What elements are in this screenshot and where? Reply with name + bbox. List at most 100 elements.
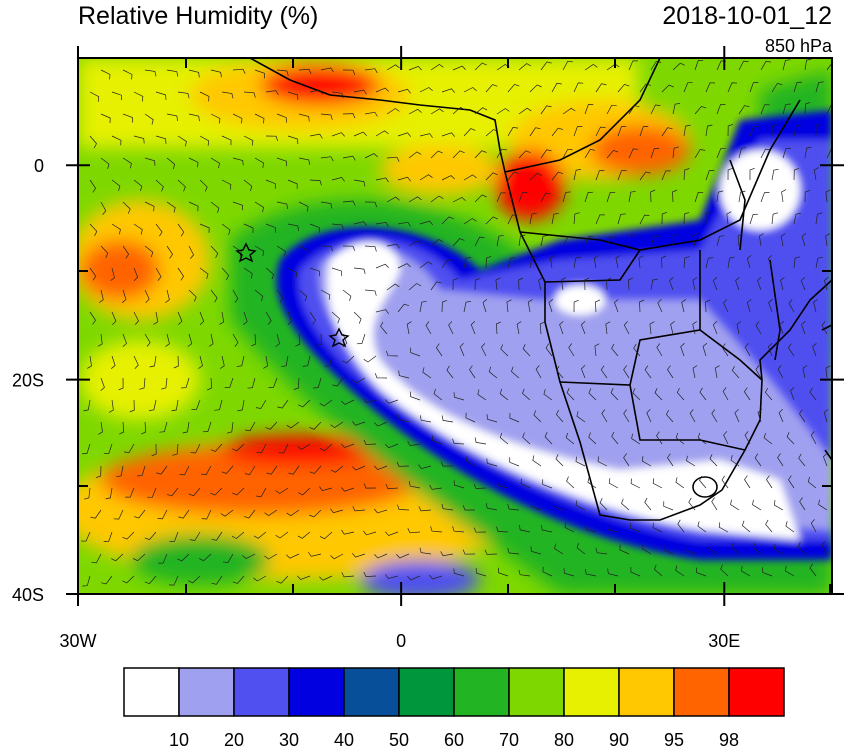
wind-barb <box>595 547 608 555</box>
wind-barb <box>380 321 388 335</box>
wind-barb <box>519 524 531 533</box>
wind-barb <box>243 179 253 192</box>
wind-barb <box>716 235 725 247</box>
wind-barb <box>641 456 652 467</box>
wind-barb <box>542 479 553 489</box>
colorbar-box <box>343 667 400 717</box>
wind-barb <box>614 299 619 313</box>
wind-barb <box>727 167 733 181</box>
wind-barb <box>760 60 771 71</box>
wind-barb <box>779 321 785 335</box>
wind-barb <box>752 542 762 555</box>
wind-barb <box>781 189 787 203</box>
wind-barb <box>595 83 607 93</box>
wind-barb <box>538 277 543 291</box>
wind-barb <box>738 147 747 159</box>
wind-barb <box>100 201 107 215</box>
wind-barb <box>122 69 133 80</box>
wind-barb <box>408 196 422 203</box>
wind-barb <box>683 256 690 269</box>
wind-barb <box>575 500 586 511</box>
wind-barb <box>738 190 746 203</box>
wind-barb <box>661 84 674 93</box>
wind-barb <box>363 483 377 489</box>
wind-barb <box>254 201 264 213</box>
wind-barb <box>441 300 448 313</box>
wind-barb <box>518 569 531 577</box>
wind-barb <box>509 413 520 423</box>
wind-barb <box>319 575 333 581</box>
wind-barb <box>232 575 245 584</box>
wind-barb <box>793 81 803 93</box>
wind-barb <box>364 111 378 117</box>
wind-barb <box>657 299 663 313</box>
wind-barb <box>219 355 225 369</box>
wind-barb <box>430 238 444 247</box>
wind-barb <box>232 157 244 166</box>
wind-barb <box>532 455 542 467</box>
wind-barb <box>364 68 378 74</box>
wind-barb <box>182 421 190 434</box>
wind-barb <box>221 223 231 235</box>
wind-barb <box>141 421 147 435</box>
wind-barb <box>607 524 619 533</box>
wind-barb <box>677 519 685 533</box>
colorbar-label: 95 <box>664 730 684 750</box>
wind-barb <box>473 527 487 533</box>
wind-barb <box>188 487 201 497</box>
wind-barb <box>825 233 831 247</box>
wind-barb <box>89 267 97 281</box>
wind-barb <box>202 421 212 433</box>
wind-barb <box>639 83 651 93</box>
wind-barb <box>804 189 811 203</box>
wind-barb <box>297 575 311 580</box>
wind-barb <box>155 179 164 192</box>
wind-barb <box>606 104 617 115</box>
wind-barb <box>352 377 366 384</box>
wind-barb <box>293 377 300 390</box>
wind-barb <box>639 214 650 225</box>
wind-barb <box>363 571 377 577</box>
wind-barb <box>256 443 267 454</box>
wind-barb <box>452 150 465 159</box>
wind-barb <box>80 531 91 542</box>
wind-barb <box>714 365 720 379</box>
wind-barb <box>330 553 344 560</box>
wind-barb <box>465 412 476 423</box>
colorbar-box <box>728 667 785 717</box>
wind-barb <box>440 461 454 467</box>
wind-barb <box>210 443 223 452</box>
wind-barb <box>397 176 411 182</box>
wind-barb <box>551 82 562 93</box>
wind-barb <box>122 113 133 123</box>
wind-barb <box>287 311 292 325</box>
wind-barb <box>801 233 807 247</box>
wind-barb <box>166 113 179 121</box>
wind-barb <box>470 321 476 335</box>
wind-barb <box>654 564 663 577</box>
colorbar-label: 10 <box>169 730 189 750</box>
wind-barb <box>559 321 564 335</box>
wind-barb <box>298 289 308 302</box>
wind-barb <box>408 151 422 159</box>
wind-barb <box>599 498 608 511</box>
wind-barb <box>125 487 135 498</box>
wind-barb <box>551 212 559 225</box>
minor-ticks <box>78 58 832 594</box>
wind-barb <box>518 150 531 159</box>
wind-barb <box>419 133 433 138</box>
wind-barb <box>374 373 388 379</box>
wind-barb <box>718 522 729 533</box>
wind-barb <box>594 343 600 357</box>
wind-barb <box>288 465 300 475</box>
wind-barb <box>749 82 759 93</box>
wind-barb <box>353 311 362 324</box>
wind-barb <box>804 146 812 159</box>
wind-barb <box>385 399 399 404</box>
wind-barb <box>253 531 267 539</box>
wind-barb <box>610 388 619 401</box>
wind-barb <box>265 90 279 96</box>
wind-barb <box>584 104 594 115</box>
wind-barb <box>709 454 718 467</box>
wind-barb <box>705 299 711 313</box>
